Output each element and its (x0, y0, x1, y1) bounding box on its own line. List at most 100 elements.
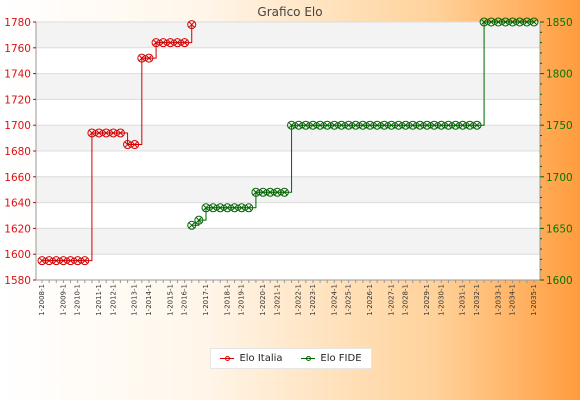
data-point-mark (203, 204, 209, 211)
data-point (265, 187, 275, 197)
left-tick-label: 1660 (4, 172, 31, 184)
data-point-mark (274, 189, 281, 196)
data-point (201, 203, 211, 213)
x-tick-label: 1-2018-1 (223, 284, 231, 316)
data-point (208, 203, 218, 213)
data-point-mark (60, 257, 67, 264)
data-point (344, 120, 354, 130)
data-point-mark (324, 122, 331, 129)
data-point-mark (153, 39, 159, 46)
data-point-mark (495, 19, 502, 25)
plot-band (36, 151, 540, 177)
data-point (386, 120, 396, 130)
data-point (479, 17, 489, 27)
data-point-mark (310, 122, 316, 129)
data-point (436, 120, 446, 130)
data-point (37, 256, 47, 266)
x-tick-label: 1-2011-1 (95, 284, 103, 316)
left-tick-label: 1580 (4, 275, 31, 287)
data-point (372, 120, 382, 130)
x-tick-label: 1-2033-1 (494, 284, 502, 316)
x-tick-label: 1-2020-1 (259, 284, 267, 316)
x-tick-label: 1-2026-1 (366, 284, 374, 316)
data-point (187, 20, 197, 30)
x-tick-label: 1-2014-1 (145, 284, 153, 316)
data-point (443, 120, 453, 130)
x-axis-ticks: 1-2008-1 1-2009-1 1-2010-1 1-2011-1 1-2012-1… (38, 280, 538, 316)
data-point (493, 17, 503, 27)
data-point (244, 203, 254, 213)
data-point-mark (445, 122, 452, 129)
data-point-mark (253, 189, 259, 196)
data-point (115, 128, 125, 138)
data-point-mark (188, 222, 195, 229)
data-point-mark (46, 257, 52, 264)
x-tick-label: 1-2030-1 (437, 284, 445, 316)
x-tick-label: 1-2032-1 (473, 284, 481, 316)
data-point (472, 120, 482, 130)
right-tick-label: 1600 (546, 275, 573, 287)
data-point (222, 203, 232, 213)
data-point-mark (81, 257, 88, 264)
data-point-mark (338, 122, 345, 129)
data-point-mark (138, 55, 145, 61)
left-tick-label: 1620 (4, 223, 31, 235)
x-tick-label: 1-2019-1 (238, 284, 246, 316)
data-point-mark (131, 141, 138, 148)
data-point (415, 120, 425, 130)
data-point (194, 215, 204, 225)
data-point (258, 187, 268, 197)
data-point (51, 256, 61, 266)
data-point (272, 187, 282, 197)
data-point (351, 120, 361, 130)
plot-band (36, 47, 540, 74)
data-point (130, 140, 140, 150)
data-point (87, 128, 97, 138)
data-point (529, 17, 539, 27)
x-tick-label: 1-2021-1 (273, 284, 281, 316)
plot-band (36, 254, 540, 280)
data-point (187, 220, 197, 230)
data-point (515, 17, 525, 27)
series-elo-fide (187, 17, 539, 230)
x-tick-label: 1-2035-1 (530, 284, 538, 316)
data-point-mark (474, 122, 480, 129)
data-point (279, 187, 289, 197)
data-point (251, 187, 261, 197)
series-line (42, 24, 193, 262)
data-point (522, 17, 532, 27)
x-tick-label: 1-2017-1 (202, 284, 210, 316)
x-tick-label: 1-2022-1 (295, 284, 303, 316)
data-point-mark (331, 122, 338, 129)
legend-item-elo-fide: Elo FIDE (301, 353, 362, 364)
data-point-mark (96, 130, 102, 136)
data-point-mark (260, 189, 266, 196)
data-point (215, 203, 225, 213)
right-tick-label: 1800 (546, 69, 573, 81)
left-tick-label: 1600 (4, 249, 31, 261)
data-point-mark (110, 130, 117, 136)
data-point-mark (524, 19, 530, 25)
data-point (315, 120, 325, 130)
left-axis: 1580 1600 1620 1640 1660 1680 1700 1720 1740 1760… (4, 17, 36, 287)
data-point (172, 38, 182, 48)
left-tick-label: 1720 (4, 94, 31, 106)
data-point (123, 140, 133, 150)
x-tick-label: 1-2027-1 (387, 284, 395, 316)
data-point-mark (481, 19, 487, 25)
data-point-mark (452, 122, 459, 129)
left-tick-label: 1680 (4, 146, 31, 158)
data-point (422, 120, 432, 130)
data-point-mark (395, 122, 402, 129)
data-point (66, 256, 76, 266)
x-tick-label: 1-2010-1 (74, 284, 82, 316)
data-point-mark (89, 130, 95, 136)
data-point (230, 203, 240, 213)
data-point (73, 256, 83, 266)
right-tick-label: 1700 (546, 172, 573, 184)
data-point (144, 53, 154, 63)
data-point (500, 17, 510, 27)
data-point-mark (409, 122, 416, 129)
data-point-mark (516, 19, 523, 25)
data-point (458, 120, 468, 130)
